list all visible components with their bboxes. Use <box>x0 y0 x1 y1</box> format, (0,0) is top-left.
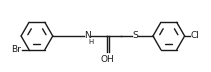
Text: OH: OH <box>101 55 115 64</box>
Text: Br: Br <box>11 45 21 54</box>
Text: H: H <box>89 39 94 45</box>
Text: N: N <box>84 32 91 40</box>
Text: S: S <box>132 32 138 40</box>
Text: Cl: Cl <box>191 32 199 40</box>
